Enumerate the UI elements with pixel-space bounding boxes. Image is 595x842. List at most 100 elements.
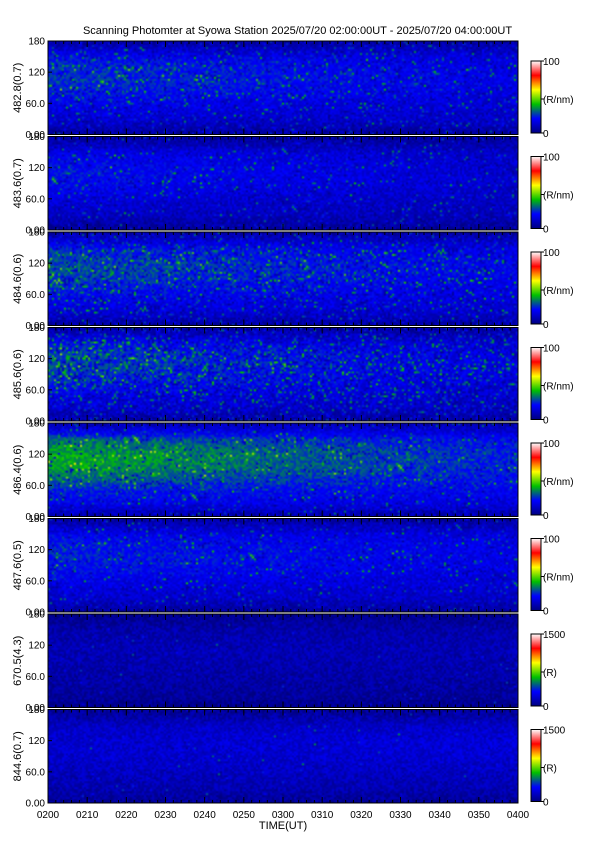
panel-ylabel: 482.8(0.7)	[12, 63, 24, 113]
y-tick-label: 0.00	[26, 226, 46, 237]
y-tick-label: 0.00	[26, 799, 46, 810]
heatmap-image	[48, 709, 518, 803]
colorbar-min-label: 0	[543, 607, 549, 618]
chart-title: Scanning Photomter at Syowa Station 2025…	[82, 25, 513, 37]
x-axis-label: TIME(UT)	[259, 820, 307, 832]
y-tick-label: 60.0	[26, 767, 46, 778]
y-tick-label: 180	[28, 514, 45, 525]
colorbar	[530, 251, 542, 325]
colorbar	[530, 347, 542, 420]
y-tick-label: 180	[28, 37, 45, 48]
colorbar-min-label: 0	[543, 416, 549, 427]
x-tick-label: 0340	[429, 810, 452, 821]
y-tick-label: 0.00	[26, 703, 46, 714]
y-tick-label: 60.0	[26, 99, 46, 110]
colorbar-min-label: 0	[543, 511, 549, 522]
y-tick-label: 120	[28, 259, 45, 270]
x-tick-label: 0350	[468, 810, 491, 821]
colorbar-unit-label: (R/nm)	[543, 286, 574, 297]
panel-6: 0.00 60.0 120 180 487.6(0.5) 100 (R/nm) 0	[12, 514, 574, 619]
y-tick-label: 60.0	[26, 385, 46, 396]
x-tick-label: 0300	[272, 810, 295, 821]
panel-1: 0.00 60.0 120 180 482.8(0.7) 100 (R/nm) 0	[12, 37, 574, 142]
colorbar-max-label: 100	[543, 153, 560, 164]
colorbar-max-label: 1500	[543, 630, 566, 641]
panel-ylabel: 486.4(0.6)	[12, 445, 24, 495]
x-tick-label: 0250	[233, 810, 256, 821]
colorbar-max-label: 100	[543, 57, 560, 68]
colorbar	[530, 633, 542, 707]
x-tick-label: 0330	[389, 810, 412, 821]
colorbar-min-label: 0	[543, 320, 549, 331]
x-tick-label: 0210	[76, 810, 99, 821]
y-tick-label: 180	[28, 323, 45, 334]
y-tick-label: 0.00	[26, 417, 46, 428]
y-tick-label: 180	[28, 705, 45, 716]
x-tick-label: 0220	[115, 810, 138, 821]
heatmap-image	[48, 518, 518, 612]
y-tick-label: 180	[28, 228, 45, 239]
y-tick-label: 120	[28, 163, 45, 174]
y-tick-label: 60.0	[26, 672, 46, 683]
y-tick-label: 0.00	[26, 130, 46, 141]
x-tick-label: 0240	[194, 810, 217, 821]
y-tick-label: 180	[28, 132, 45, 143]
x-tick-label: 0320	[350, 810, 373, 821]
y-tick-label: 60.0	[26, 481, 46, 492]
colorbar-min-label: 0	[543, 798, 549, 809]
panel-7: 0.00 60.0 120 180 670.5(4.3) 1500 (R) 0	[12, 610, 566, 715]
heatmap-image	[48, 41, 518, 135]
x-tick-label: 0310	[311, 810, 334, 821]
y-tick-label: 60.0	[26, 576, 46, 587]
x-tick-label: 0200	[37, 810, 60, 821]
panel-3: 0.00 60.0 120 180 484.6(0.6) 100 (R/nm) 0	[12, 228, 574, 333]
y-tick-label: 120	[28, 450, 45, 461]
panel-ylabel: 487.6(0.5)	[12, 540, 24, 590]
panel-ylabel: 844.6(0.7)	[12, 731, 24, 781]
heatmap-image	[48, 327, 518, 421]
colorbar-unit-label: (R/nm)	[543, 191, 574, 202]
y-tick-label: 120	[28, 641, 45, 652]
panel-ylabel: 484.6(0.6)	[12, 254, 24, 304]
panel-2: 0.00 60.0 120 180 483.6(0.7) 100 (R/nm) 0	[12, 132, 574, 237]
colorbar	[530, 156, 542, 229]
heatmap-image	[48, 232, 518, 326]
colorbar-max-label: 100	[543, 439, 560, 450]
y-tick-label: 120	[28, 545, 45, 556]
panel-ylabel: 670.5(4.3)	[12, 636, 24, 686]
y-tick-label: 0.00	[26, 321, 46, 332]
heatmap-image	[48, 614, 518, 708]
panel-4: 0.00 60.0 120 180 485.6(0.6) 100 (R/nm) 0	[12, 323, 574, 428]
colorbar-unit-label: (R)	[543, 668, 557, 679]
panel-5: 0.00 60.0 120 180 486.4(0.6) 100 (R/nm) 0	[12, 419, 574, 524]
heatmap-image	[48, 136, 518, 230]
colorbar-unit-label: (R/nm)	[543, 382, 574, 393]
y-tick-label: 180	[28, 610, 45, 621]
y-tick-label: 180	[28, 419, 45, 430]
colorbar	[530, 729, 542, 802]
colorbar-max-label: 100	[543, 535, 560, 546]
colorbar	[530, 60, 542, 134]
y-tick-label: 120	[28, 736, 45, 747]
panel-8: 0.00 60.0 120 180 844.6(0.7) 1500 (R) 0	[12, 705, 566, 810]
colorbar-min-label: 0	[543, 225, 549, 236]
x-tick-label: 0230	[154, 810, 177, 821]
panel-ylabel: 485.6(0.6)	[12, 349, 24, 399]
x-tick-label: 0400	[507, 810, 530, 821]
y-tick-label: 0.00	[26, 512, 46, 523]
colorbar-min-label: 0	[543, 129, 549, 140]
colorbar-unit-label: (R/nm)	[543, 573, 574, 584]
y-tick-label: 60.0	[26, 290, 46, 301]
heatmap-image	[48, 423, 518, 517]
colorbar-max-label: 100	[543, 344, 560, 355]
colorbar-min-label: 0	[543, 702, 549, 713]
panel-ylabel: 483.6(0.7)	[12, 158, 24, 208]
colorbar-unit-label: (R/nm)	[543, 477, 574, 488]
y-tick-label: 120	[28, 354, 45, 365]
colorbar-unit-label: (R/nm)	[543, 95, 574, 106]
colorbar-max-label: 1500	[543, 726, 566, 737]
colorbar	[530, 538, 542, 611]
y-tick-label: 120	[28, 68, 45, 79]
colorbar-max-label: 100	[543, 248, 560, 259]
